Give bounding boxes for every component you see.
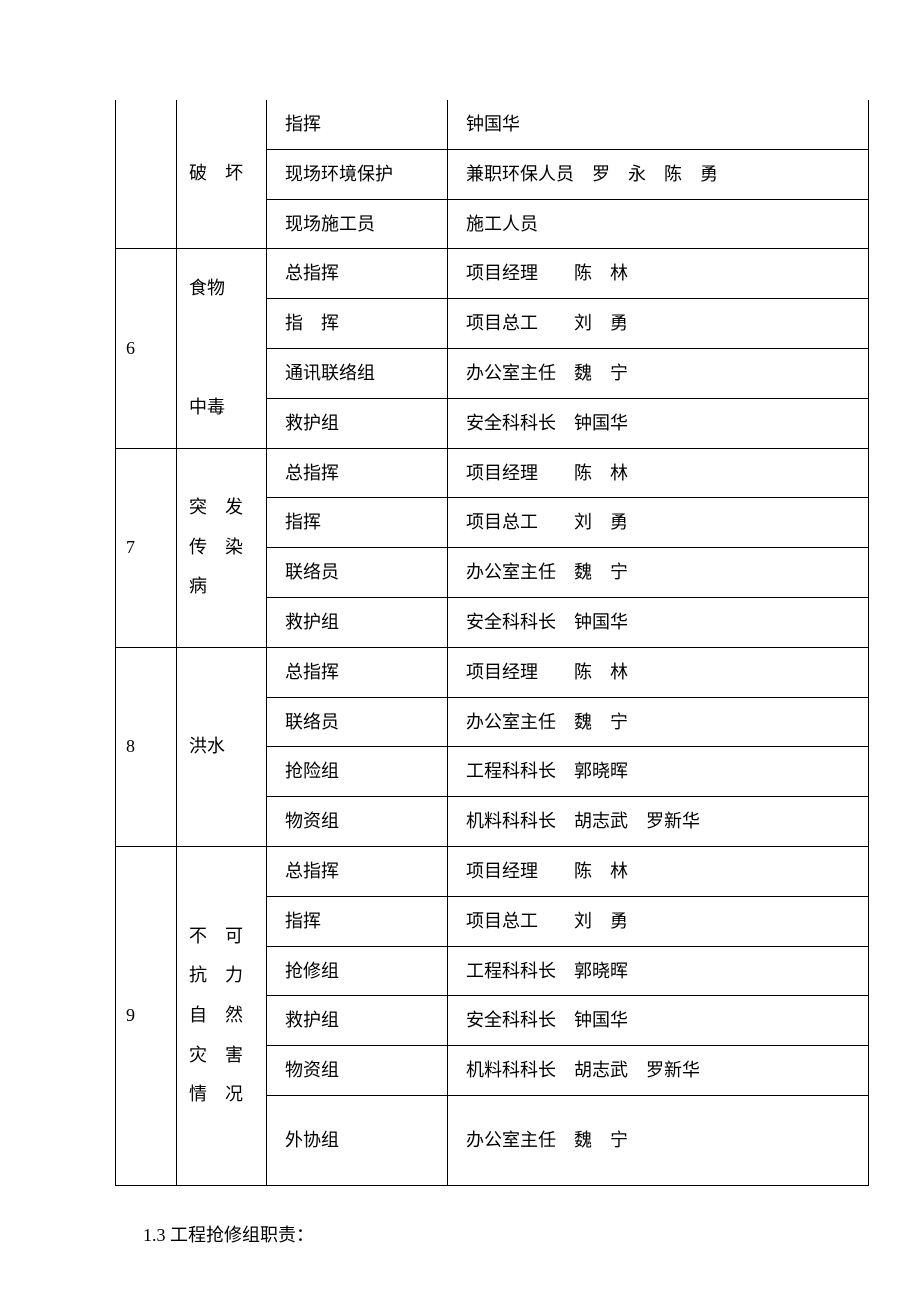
person-cell: 工程科科长 郭晓晖 xyxy=(448,946,869,996)
person-cell: 办公室主任 魏 宁 xyxy=(448,348,869,398)
role-cell: 外协组 xyxy=(267,1095,448,1185)
role-cell: 物资组 xyxy=(267,797,448,847)
section-num-cell: 6 xyxy=(116,249,177,448)
table-row: 7 突 发传 染病 总指挥 项目经理 陈 林 xyxy=(116,448,869,498)
person-cell: 机料科科长 胡志武 罗新华 xyxy=(448,797,869,847)
section-num-cell: 8 xyxy=(116,647,177,846)
role-cell: 现场施工员 xyxy=(267,199,448,249)
person-cell: 施工人员 xyxy=(448,199,869,249)
role-cell: 指挥 xyxy=(267,100,448,149)
person-cell: 项目经理 陈 林 xyxy=(448,448,869,498)
table-row: 破 坏 指挥 钟国华 xyxy=(116,100,869,149)
section-category-cell: 洪水 xyxy=(177,647,267,846)
section-num-cell: 7 xyxy=(116,448,177,647)
role-cell: 通讯联络组 xyxy=(267,348,448,398)
section-category-cell: 食物中毒 xyxy=(177,249,267,448)
section-num-cell xyxy=(116,100,177,249)
person-cell: 项目总工 刘 勇 xyxy=(448,498,869,548)
person-cell: 项目总工 刘 勇 xyxy=(448,299,869,349)
section-category-cell: 不 可抗 力自 然灾 害情 况 xyxy=(177,846,267,1185)
emergency-response-table: 破 坏 指挥 钟国华 现场环境保护 兼职环保人员 罗 永 陈 勇 现场施工员 施… xyxy=(115,100,869,1186)
role-cell: 指挥 xyxy=(267,498,448,548)
person-cell: 钟国华 xyxy=(448,100,869,149)
section-heading: 1.3 工程抢修组职责： xyxy=(143,1221,805,1247)
role-cell: 联络员 xyxy=(267,697,448,747)
role-cell: 救护组 xyxy=(267,996,448,1046)
person-cell: 项目总工 刘 勇 xyxy=(448,896,869,946)
person-cell: 安全科科长 钟国华 xyxy=(448,597,869,647)
role-cell: 总指挥 xyxy=(267,647,448,697)
role-cell: 总指挥 xyxy=(267,249,448,299)
role-cell: 现场环境保护 xyxy=(267,149,448,199)
role-cell: 指挥 xyxy=(267,896,448,946)
section-category-cell: 突 发传 染病 xyxy=(177,448,267,647)
role-cell: 抢修组 xyxy=(267,946,448,996)
role-cell: 救护组 xyxy=(267,398,448,448)
table-body: 破 坏 指挥 钟国华 现场环境保护 兼职环保人员 罗 永 陈 勇 现场施工员 施… xyxy=(116,100,869,1185)
section-category-cell: 破 坏 xyxy=(177,100,267,249)
table-row: 8 洪水 总指挥 项目经理 陈 林 xyxy=(116,647,869,697)
person-cell: 办公室主任 魏 宁 xyxy=(448,1095,869,1185)
table-row: 9 不 可抗 力自 然灾 害情 况 总指挥 项目经理 陈 林 xyxy=(116,846,869,896)
person-cell: 兼职环保人员 罗 永 陈 勇 xyxy=(448,149,869,199)
person-cell: 机料科科长 胡志武 罗新华 xyxy=(448,1046,869,1096)
role-cell: 救护组 xyxy=(267,597,448,647)
section-num-cell: 9 xyxy=(116,846,177,1185)
person-cell: 安全科科长 钟国华 xyxy=(448,398,869,448)
role-cell: 联络员 xyxy=(267,548,448,598)
role-cell: 总指挥 xyxy=(267,846,448,896)
role-cell: 指 挥 xyxy=(267,299,448,349)
person-cell: 项目经理 陈 林 xyxy=(448,647,869,697)
person-cell: 办公室主任 魏 宁 xyxy=(448,548,869,598)
role-cell: 抢险组 xyxy=(267,747,448,797)
person-cell: 安全科科长 钟国华 xyxy=(448,996,869,1046)
role-cell: 总指挥 xyxy=(267,448,448,498)
person-cell: 项目经理 陈 林 xyxy=(448,846,869,896)
role-cell: 物资组 xyxy=(267,1046,448,1096)
person-cell: 项目经理 陈 林 xyxy=(448,249,869,299)
person-cell: 办公室主任 魏 宁 xyxy=(448,697,869,747)
person-cell: 工程科科长 郭晓晖 xyxy=(448,747,869,797)
table-row: 6 食物中毒 总指挥 项目经理 陈 林 xyxy=(116,249,869,299)
